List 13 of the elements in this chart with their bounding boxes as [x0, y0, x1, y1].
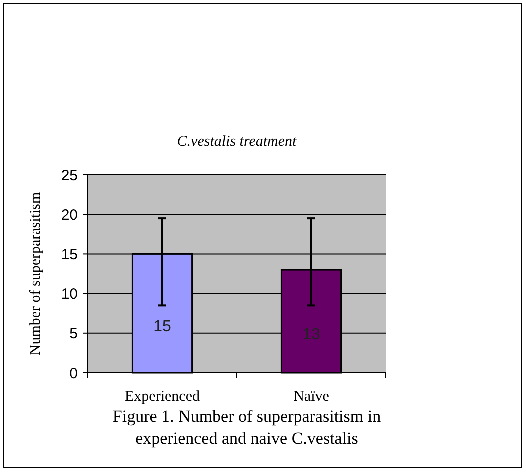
chart-title: C.vestalis treatment [177, 134, 298, 150]
y-tick-label: 10 [61, 286, 78, 304]
y-tick-label: 15 [61, 246, 78, 264]
data-label: 13 [302, 326, 320, 344]
y-tick-label: 25 [61, 167, 78, 184]
x-tick-label: Experienced [125, 389, 200, 405]
y-tick-label: 5 [70, 326, 78, 343]
caption: Figure 1. Number of superparasitism in experienced and naive C.vestalis [112, 407, 382, 448]
x-tick-label: Naïve [294, 389, 330, 405]
y-tick-label: 20 [61, 206, 78, 224]
data-label: 15 [154, 318, 172, 336]
y-tick-label: 0 [70, 365, 78, 382]
y-axis-title: Number of superparasitism [28, 192, 44, 356]
